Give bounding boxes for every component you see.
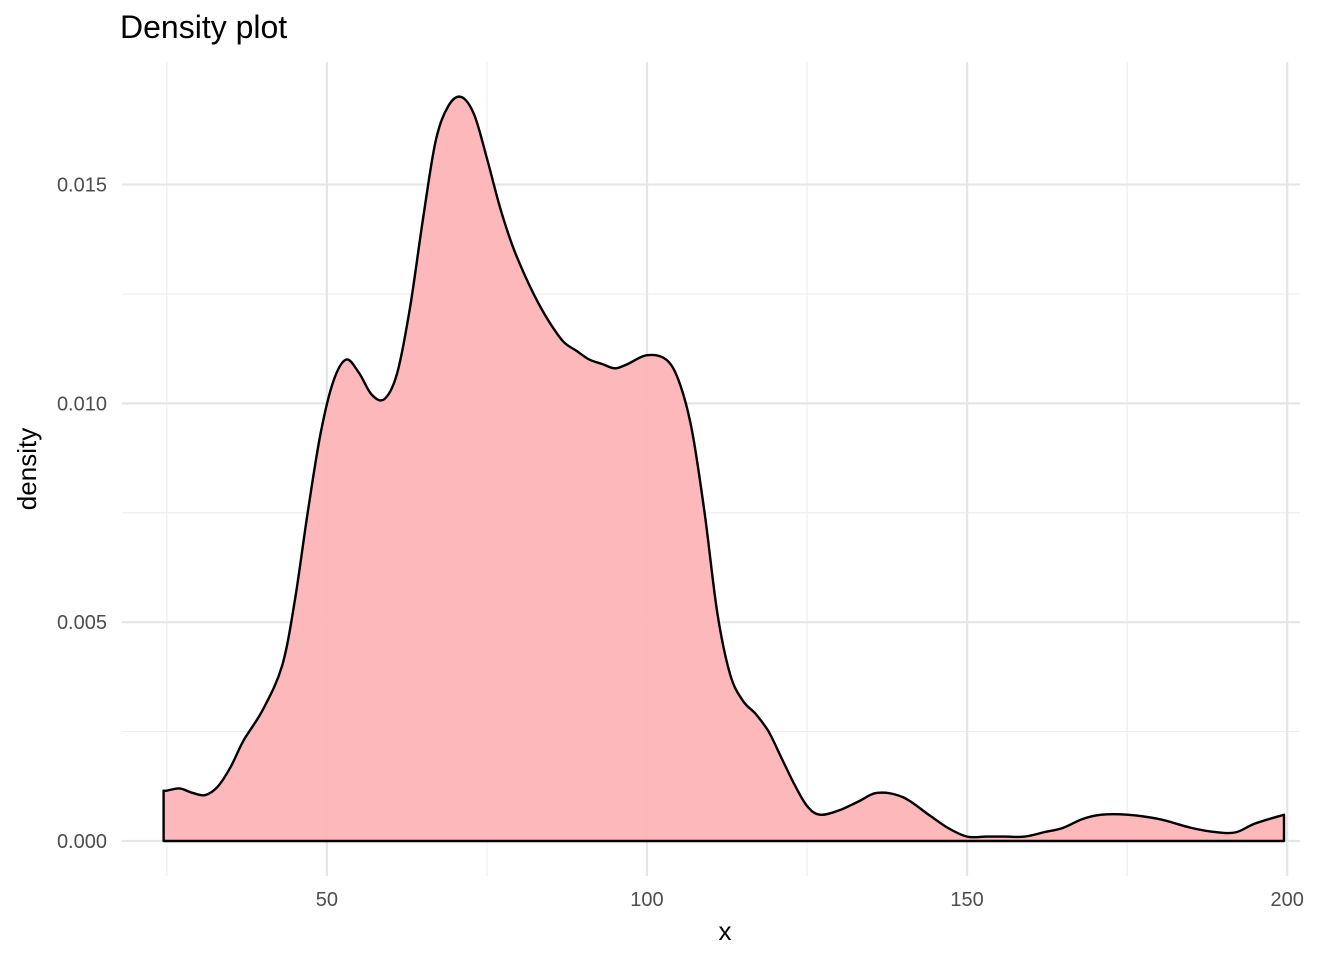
y-axis-title: density	[12, 428, 42, 510]
y-tick-label: 0.015	[57, 175, 107, 197]
density-area	[163, 96, 1284, 841]
chart-title: Density plot	[120, 9, 287, 45]
x-axis-tick-labels: 50 100 150 200	[316, 889, 1304, 911]
x-axis-title: x	[719, 916, 732, 946]
y-tick-label: 0.000	[57, 831, 107, 853]
y-axis-tick-labels: 0.000 0.005 0.010 0.015	[57, 175, 107, 853]
x-tick-label: 150	[950, 889, 983, 911]
y-tick-label: 0.010	[57, 393, 107, 415]
y-tick-label: 0.005	[57, 612, 107, 634]
x-tick-label: 50	[316, 889, 338, 911]
x-tick-label: 100	[630, 889, 663, 911]
x-tick-label: 200	[1271, 889, 1304, 911]
density-curve	[162, 95, 1286, 843]
